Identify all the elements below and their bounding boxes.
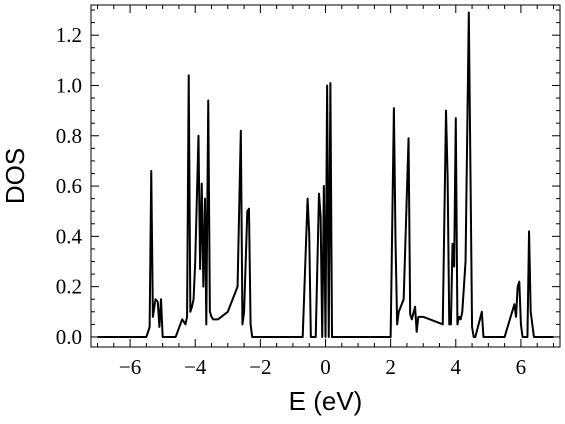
y-tick-label: 0.2 [56,275,82,299]
y-tick-label: 0.0 [56,325,82,349]
y-tick-label: 0.6 [56,174,82,198]
x-axis-title: E (eV) [289,386,363,416]
x-tick-label: 0 [320,355,331,379]
series-layer [97,11,554,338]
y-axis-title: DOS [0,148,30,204]
x-tick-label: 2 [385,355,396,379]
x-tick-label: −4 [184,355,207,379]
x-tick-label: −6 [119,355,141,379]
dos-series-line [97,11,554,338]
x-tick-label: 6 [516,355,527,379]
x-tick-label: −2 [249,355,271,379]
y-tick-label: 1.0 [56,73,82,97]
y-tick-label: 0.4 [56,224,83,248]
x-tick-label: 4 [451,355,462,379]
y-tick-label: 1.2 [56,23,82,47]
y-tick-label: 0.8 [56,124,82,148]
x-axis-ticks: −6 −4 −2 0 2 4 6 [97,5,554,379]
y-axis-ticks: 0.0 0.2 0.4 0.6 0.8 1.0 1.2 [56,9,560,349]
